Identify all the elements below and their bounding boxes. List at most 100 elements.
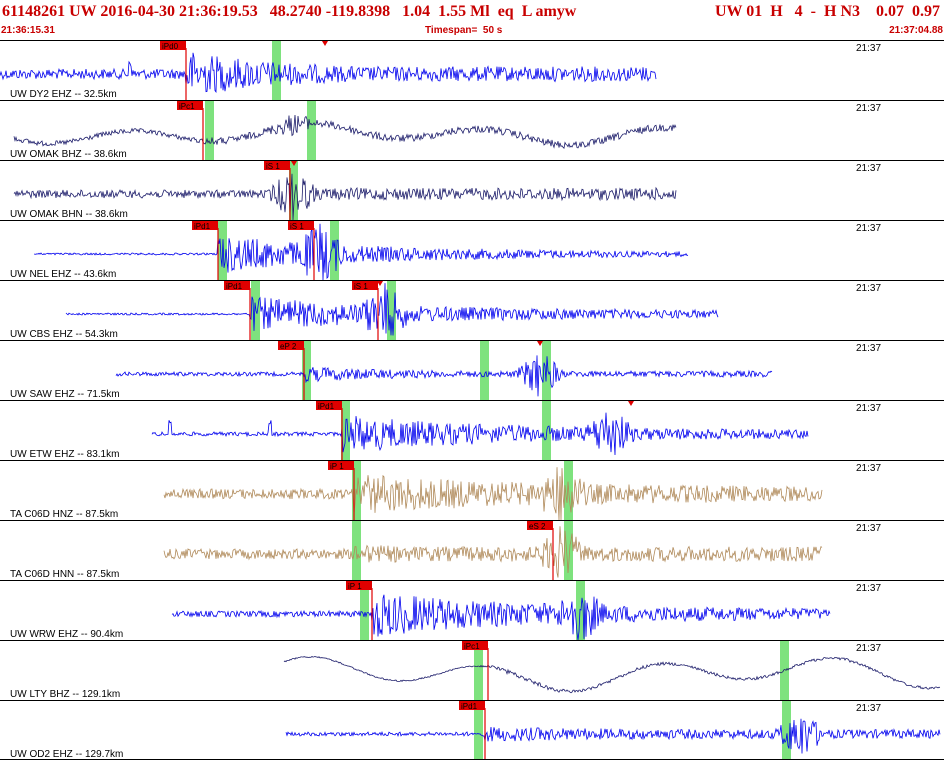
pick-window-bar — [576, 581, 585, 640]
phase-pick-flag[interactable] — [459, 701, 485, 710]
event-summary-line: 61148261 UW 2016-04-30 21:36:19.53 48.27… — [2, 3, 577, 20]
phase-pick-flag[interactable] — [192, 221, 218, 230]
pick-window-bar — [780, 641, 789, 700]
event-header: 61148261 UW 2016-04-30 21:36:19.53 48.27… — [0, 0, 944, 40]
phase-pick-label: iPd1 — [461, 702, 478, 711]
station-label: UW OMAK BHN -- 38.6km — [10, 209, 128, 220]
pick-window-bar — [272, 41, 281, 100]
waveform-trace — [65, 283, 719, 336]
trace-track[interactable]: iPd1 iS 1 UW CBS EHZ -- 54.3km 21:37 — [0, 280, 944, 341]
track-time-label: 21:37 — [856, 43, 881, 54]
station-label: UW ETW EHZ -- 83.1km — [10, 449, 119, 460]
waveform-trace — [151, 412, 809, 456]
trace-track[interactable]: iPc1 UW OMAK BHZ -- 38.6km 21:37 — [0, 100, 944, 161]
track-time-label: 21:37 — [856, 283, 881, 294]
phase-pick-flag[interactable] — [288, 221, 314, 230]
phase-pick-label: iP 1 — [330, 462, 344, 471]
phase-pick-flag[interactable] — [278, 341, 304, 350]
track-time-label: 21:37 — [856, 403, 881, 414]
phase-pick-label: iS 1 — [290, 222, 304, 231]
trace-track[interactable]: iPd1 UW ETW EHZ -- 83.1km 21:37 — [0, 400, 944, 461]
station-label: UW OMAK BHZ -- 38.6km — [10, 149, 127, 160]
pick-window-bar — [302, 341, 311, 400]
waveform-trace — [13, 114, 677, 150]
station-label: TA C06D HNN -- 87.5km — [10, 569, 119, 580]
pick-window-bar — [307, 101, 316, 160]
pick-window-bar — [387, 281, 396, 340]
arrival-marker-icon — [377, 281, 383, 286]
station-label: UW OD2 EHZ -- 129.7km — [10, 749, 123, 760]
timespan-readout: Timespan= 50 s — [425, 25, 503, 36]
station-label: UW SAW EHZ -- 71.5km — [10, 389, 120, 400]
trace-track[interactable]: eS 2 TA C06D HNN -- 87.5km 21:37 — [0, 520, 944, 581]
phase-pick-label: iS 1 — [354, 282, 368, 291]
pick-window-bar — [251, 281, 260, 340]
phase-pick-label: eS 2 — [529, 522, 546, 531]
trace-track[interactable]: iPd1 iS 1 UW NEL EHZ -- 43.6km 21:37 — [0, 220, 944, 281]
phase-pick-label: eP 2 — [280, 342, 297, 351]
phase-pick-label: iPd1 — [194, 222, 211, 231]
arrival-marker-icon — [322, 41, 328, 46]
track-time-label: 21:37 — [856, 103, 881, 114]
pick-window-bar — [474, 701, 483, 760]
waveform-trace — [115, 355, 773, 397]
track-time-label: 21:37 — [856, 643, 881, 654]
station-label: UW CBS EHZ -- 54.3km — [10, 329, 118, 340]
waveform-trace — [171, 594, 831, 641]
phase-pick-flag[interactable] — [328, 461, 354, 470]
waveform-trace — [163, 467, 823, 521]
pick-window-bar — [330, 221, 339, 280]
station-label: UW LTY BHZ -- 129.1km — [10, 689, 120, 700]
pick-window-bar — [474, 641, 483, 700]
trace-track[interactable]: iP 1 UW WRW EHZ -- 90.4km 21:37 — [0, 580, 944, 641]
station-label: UW WRW EHZ -- 90.4km — [10, 629, 123, 640]
phase-pick-flag[interactable] — [224, 281, 250, 290]
phase-pick-flag[interactable] — [316, 401, 342, 410]
phase-pick-flag[interactable] — [462, 641, 488, 650]
end-time: 21:37:04.88 — [889, 25, 943, 36]
waveform-trace — [285, 718, 941, 754]
track-time-label: 21:37 — [856, 523, 881, 534]
phase-pick-flag[interactable] — [160, 41, 186, 50]
phase-pick-flag[interactable] — [177, 101, 203, 110]
track-time-label: 21:37 — [856, 223, 881, 234]
trace-track[interactable]: iS 1 UW OMAK BHN -- 38.6km 21:37 — [0, 160, 944, 221]
arrival-marker-icon — [291, 161, 297, 166]
trace-track[interactable]: eP 2 UW SAW EHZ -- 71.5km 21:37 — [0, 340, 944, 401]
station-label: TA C06D HNZ -- 87.5km — [10, 509, 118, 520]
pick-window-bar — [782, 701, 791, 760]
start-time: 21:36:15.31 — [1, 25, 55, 36]
channel-summary-line: UW 01 H 4 - H N3 0.07 0.97 — [714, 3, 940, 20]
trace-track[interactable]: iPd0 UW DY2 EHZ -- 32.5km 21:37 — [0, 40, 944, 101]
phase-pick-flag[interactable] — [527, 521, 553, 530]
phase-pick-label: iPd1 — [318, 402, 335, 411]
pick-window-bar — [289, 161, 298, 220]
pick-window-bar — [205, 101, 214, 160]
waveform-trace — [34, 223, 689, 281]
trace-track[interactable]: iPd1 UW OD2 EHZ -- 129.7km 21:37 — [0, 700, 944, 760]
waveform-trace — [0, 52, 657, 94]
waveform-trace — [163, 526, 823, 578]
track-time-label: 21:37 — [856, 163, 881, 174]
trace-track[interactable]: iP 1 TA C06D HNZ -- 87.5km 21:37 — [0, 460, 944, 521]
track-time-label: 21:37 — [856, 583, 881, 594]
phase-pick-label: iPc1 — [179, 102, 195, 111]
trace-track[interactable]: iPc1 UW LTY BHZ -- 129.1km 21:37 — [0, 640, 944, 701]
track-time-label: 21:37 — [856, 343, 881, 354]
phase-pick-flag[interactable] — [346, 581, 372, 590]
station-label: UW NEL EHZ -- 43.6km — [10, 269, 116, 280]
phase-pick-label: iPd1 — [226, 282, 243, 291]
waveform-trace — [13, 173, 677, 221]
pick-window-bar — [480, 341, 489, 400]
pick-window-bar — [360, 581, 369, 640]
pick-window-bar — [564, 521, 573, 580]
waveform-trace — [283, 655, 941, 694]
track-time-label: 21:37 — [856, 463, 881, 474]
phase-pick-flag[interactable] — [352, 281, 378, 290]
arrival-marker-icon — [537, 341, 543, 346]
phase-pick-label: iS 1 — [266, 162, 280, 171]
phase-pick-label: iPd0 — [162, 42, 179, 51]
station-label: UW DY2 EHZ -- 32.5km — [10, 89, 117, 100]
phase-pick-flag[interactable] — [264, 161, 290, 170]
